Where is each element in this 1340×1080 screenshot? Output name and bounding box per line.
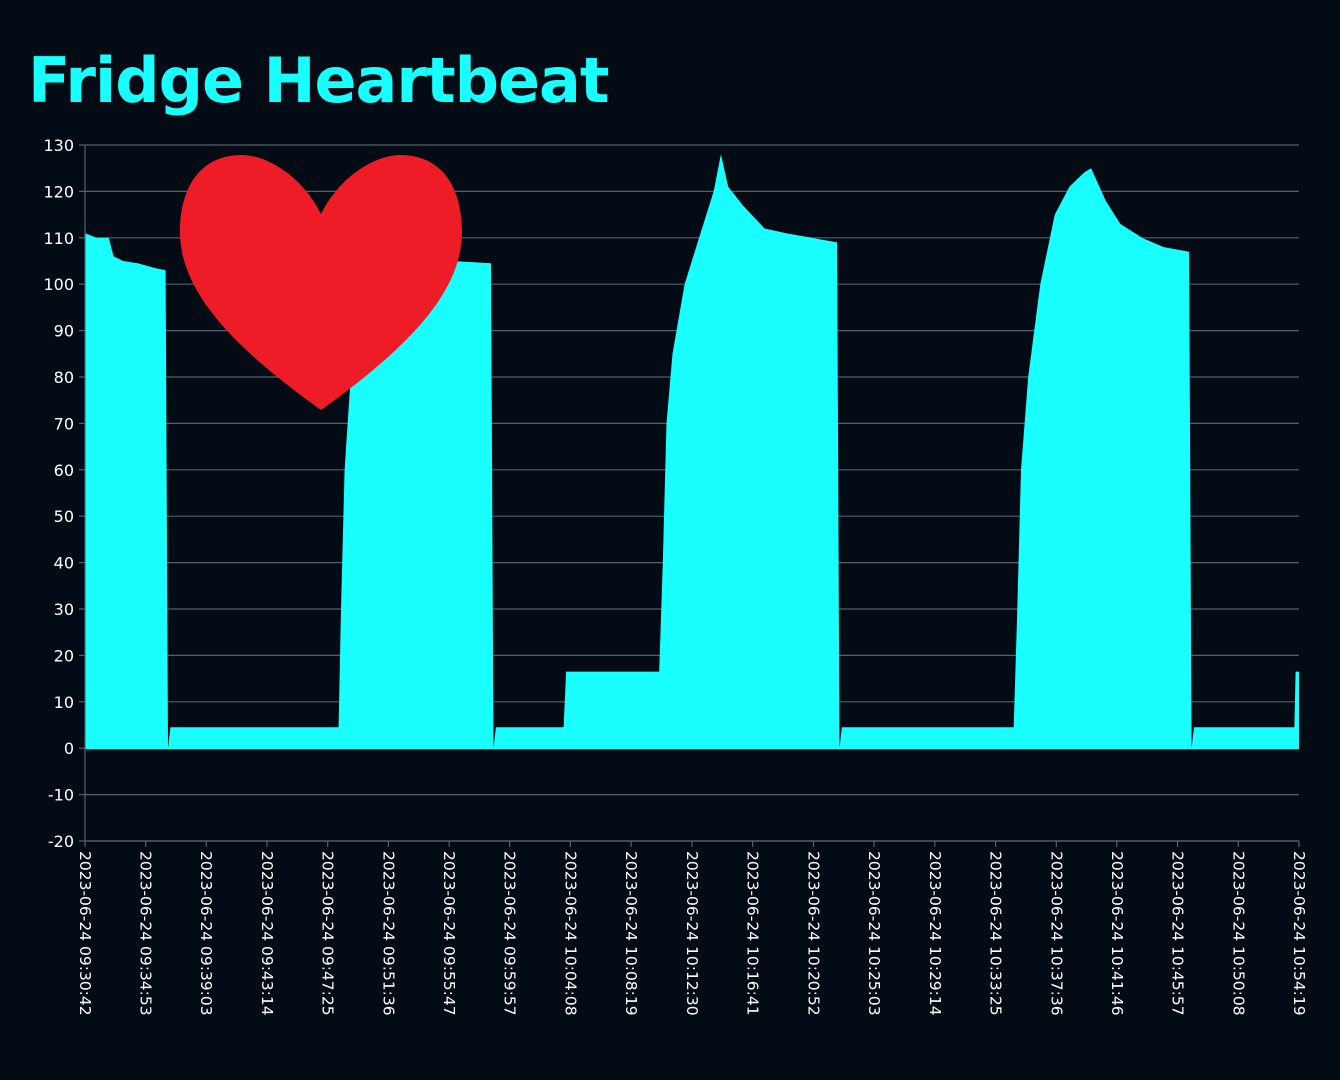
- x-tick-label: 2023-06-24 09:47:25: [319, 851, 337, 1016]
- x-tick-label: 2023-06-24 10:12:30: [683, 851, 701, 1016]
- chart-title: Fridge Heartbeat: [28, 44, 610, 117]
- x-tick-label: 2023-06-24 09:39:03: [197, 851, 215, 1016]
- y-tick-label: 20: [54, 646, 74, 665]
- x-tick-label: 2023-06-24 10:29:14: [926, 851, 944, 1016]
- y-tick-label: 90: [54, 322, 74, 341]
- x-tick-label: 2023-06-24 09:59:57: [501, 851, 519, 1016]
- y-tick-label: -20: [48, 832, 74, 851]
- x-tick-label: 2023-06-24 10:20:52: [804, 851, 822, 1016]
- x-tick-label: 2023-06-24 09:30:42: [76, 851, 94, 1016]
- x-tick-label: 2023-06-24 09:55:47: [440, 851, 458, 1016]
- y-tick-label: 100: [43, 275, 74, 294]
- heart-icon: [180, 154, 462, 410]
- y-tick-label: 30: [54, 600, 74, 619]
- x-tick-label: 2023-06-24 10:45:57: [1169, 851, 1187, 1016]
- x-tick-label: 2023-06-24 10:33:25: [987, 851, 1005, 1016]
- y-tick-label: 120: [43, 182, 74, 201]
- x-tick-label: 2023-06-24 10:54:19: [1290, 851, 1308, 1016]
- x-axis-ticks: 2023-06-24 09:30:42 2023-06-24 09:34:53 20…: [76, 841, 1308, 1016]
- x-tick-label: 2023-06-24 10:37:36: [1047, 851, 1065, 1016]
- y-tick-label: 50: [54, 507, 74, 526]
- x-tick-label: 2023-06-24 09:43:14: [258, 851, 276, 1016]
- y-tick-label: 10: [54, 693, 74, 712]
- y-tick-label: 0: [64, 739, 74, 758]
- y-tick-label: 60: [54, 461, 74, 480]
- y-tick-label: 80: [54, 368, 74, 387]
- x-tick-label: 2023-06-24 10:25:03: [865, 851, 883, 1016]
- x-tick-label: 2023-06-24 10:08:19: [622, 851, 640, 1016]
- x-tick-label: 2023-06-24 10:50:08: [1229, 851, 1247, 1016]
- y-tick-label: 70: [54, 414, 74, 433]
- y-tick-label: 110: [43, 229, 74, 248]
- x-tick-label: 2023-06-24 10:41:46: [1108, 851, 1126, 1016]
- y-tick-label: 130: [43, 136, 74, 155]
- y-tick-label: 40: [54, 554, 74, 573]
- x-tick-label: 2023-06-24 10:04:08: [561, 851, 579, 1016]
- x-tick-label: 2023-06-24 09:51:36: [379, 851, 397, 1016]
- x-tick-label: 2023-06-24 10:16:41: [744, 851, 762, 1016]
- x-tick-label: 2023-06-24 09:34:53: [137, 851, 155, 1016]
- y-tick-label: -10: [48, 786, 74, 805]
